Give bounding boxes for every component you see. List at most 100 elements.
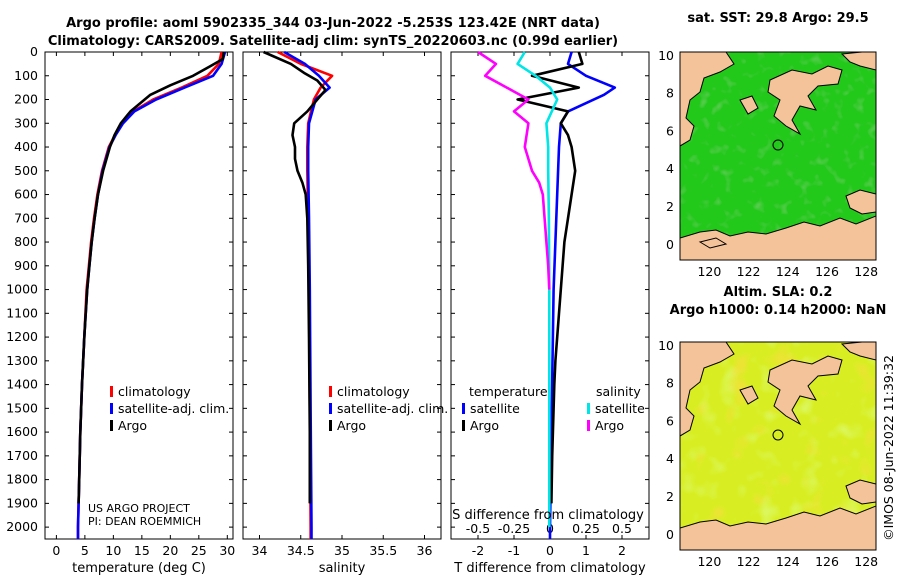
x-tick-label: -2	[472, 543, 484, 558]
map-x-tick-label: 126	[815, 554, 839, 569]
depth-tick-label: 600	[14, 187, 38, 202]
title-line-2: Climatology: CARS2009. Satellite-adj cli…	[48, 34, 618, 49]
map-y-tick-label: 10	[658, 48, 674, 63]
x-tick-label: 35.5	[369, 543, 397, 558]
series-line-differences-s-satellite	[516, 51, 559, 528]
series-line-salinity-climatology	[277, 50, 334, 539]
legend-s-argo-label: Argo	[595, 418, 624, 433]
map-y-tick-label: 4	[666, 161, 674, 176]
depth-tick-label: 200	[14, 92, 38, 107]
land-island-ne	[840, 52, 876, 71]
depth-tick-label: 1100	[6, 305, 38, 320]
land-south-islands	[680, 505, 876, 550]
s-diff-tick-label: -0.25	[498, 521, 530, 536]
salinity-plot-frame	[242, 51, 442, 540]
legend-satellite-label: satellite-adj. clim.	[337, 401, 448, 416]
project-name: US ARGO PROJECT	[88, 502, 190, 515]
land-sulawesi	[767, 355, 843, 426]
sla-map-title-1: Altim. SLA: 0.2	[724, 285, 833, 300]
map-y-tick-label: 10	[658, 338, 674, 353]
x-tick-label: 25	[191, 543, 207, 558]
map-x-tick-label: 124	[776, 264, 800, 279]
s-diff-tick-label: -0.5	[466, 521, 490, 536]
x-tick-label: 34.5	[287, 543, 315, 558]
legend-t-satellite-swatch	[462, 403, 465, 414]
salinity-xlabel: salinity	[319, 561, 366, 576]
x-tick-label: 15	[134, 543, 150, 558]
depth-tick-label: 400	[14, 139, 38, 154]
sla-float-position-marker	[772, 429, 784, 441]
legend-climatology-swatch	[329, 386, 332, 397]
sst-map-title: sat. SST: 29.8 Argo: 29.5	[687, 11, 868, 26]
land-island-ne	[840, 342, 876, 361]
x-tick-label: 36	[417, 543, 433, 558]
map-x-tick-label: 124	[776, 554, 800, 569]
legend-salinity-header: salinity	[596, 384, 641, 399]
land-islet	[698, 237, 728, 249]
depth-tick-label: 1200	[6, 329, 38, 344]
series-line-salinity-argo	[263, 50, 327, 504]
s-diff-tick-label: 0.25	[572, 521, 600, 536]
series-line-differences-t-satellite	[548, 51, 617, 539]
legend-argo-label: Argo	[337, 418, 366, 433]
sla-map	[680, 342, 876, 550]
depth-tick-label: 1900	[6, 495, 38, 510]
sst-float-position-marker	[772, 139, 784, 151]
depth-tick-label: 1700	[6, 448, 38, 463]
map-x-tick-label: 122	[737, 264, 761, 279]
map-y-tick-label: 8	[666, 86, 674, 101]
series-line-differences-s-argo	[477, 50, 551, 290]
x-tick-label: 1	[582, 543, 590, 558]
sst-map-frame	[679, 51, 877, 261]
legend-climatology-label: climatology	[118, 384, 191, 399]
sst-map	[680, 52, 876, 260]
land-borneo	[680, 52, 735, 147]
map-x-tick-label: 128	[854, 264, 878, 279]
x-tick-label: 5	[81, 543, 89, 558]
legend-argo-swatch	[329, 420, 332, 431]
depth-tick-label: 1600	[6, 424, 38, 439]
title-line-1: Argo profile: aoml 5902335_344 03-Jun-20…	[66, 16, 600, 31]
depth-tick-label: 2000	[6, 519, 38, 534]
axis-ticks: 0100200300400500600700800900100011001200…	[6, 44, 878, 569]
map-x-tick-label: 128	[854, 554, 878, 569]
legend-argo-swatch	[110, 420, 113, 431]
series-line-temperature-argo	[77, 51, 226, 504]
legend-climatology-swatch	[110, 386, 113, 397]
legend-satellite-swatch	[329, 403, 332, 414]
legend-satellite-swatch	[110, 403, 113, 414]
depth-tick-label: 800	[14, 234, 38, 249]
land-south-islands	[680, 215, 876, 260]
legend-s-satellite-swatch	[587, 403, 590, 414]
depth-tick-label: 300	[14, 115, 38, 130]
map-x-tick-label: 120	[697, 264, 721, 279]
x-tick-label: 0	[52, 543, 60, 558]
temperature-legend: climatology satellite-adj. clim. Argo	[110, 384, 229, 433]
depth-tick-label: 500	[14, 163, 38, 178]
map-y-tick-label: 2	[666, 199, 674, 214]
map-y-tick-label: 0	[666, 527, 674, 542]
map-y-tick-label: 8	[666, 376, 674, 391]
map-x-tick-label: 120	[697, 554, 721, 569]
depth-tick-label: 1000	[6, 282, 38, 297]
land-borneo	[680, 342, 735, 437]
map-y-tick-label: 0	[666, 237, 674, 252]
profile-lines	[76, 50, 617, 539]
x-tick-label: 10	[105, 543, 121, 558]
difference-xlabel: T difference from climatology	[453, 561, 646, 576]
series-line-differences-t-argo	[516, 51, 584, 504]
temperature-xlabel: temperature (deg C)	[72, 561, 206, 576]
depth-tick-label: 100	[14, 68, 38, 83]
land-island-se	[845, 479, 876, 505]
legend-t-argo-label: Argo	[470, 418, 499, 433]
depth-tick-label: 1400	[6, 377, 38, 392]
sla-map-title-2: Argo h1000: 0.14 h2000: NaN	[670, 303, 887, 318]
salinity-legend: climatology satellite-adj. clim. Argo	[329, 384, 448, 433]
legend-s-argo-swatch	[587, 420, 590, 431]
sla-map-frame	[679, 341, 877, 551]
legend-temperature-header: temperature	[469, 384, 548, 399]
depth-tick-label: 1800	[6, 472, 38, 487]
land-island-mid	[739, 95, 759, 115]
x-tick-label: 35	[334, 543, 350, 558]
